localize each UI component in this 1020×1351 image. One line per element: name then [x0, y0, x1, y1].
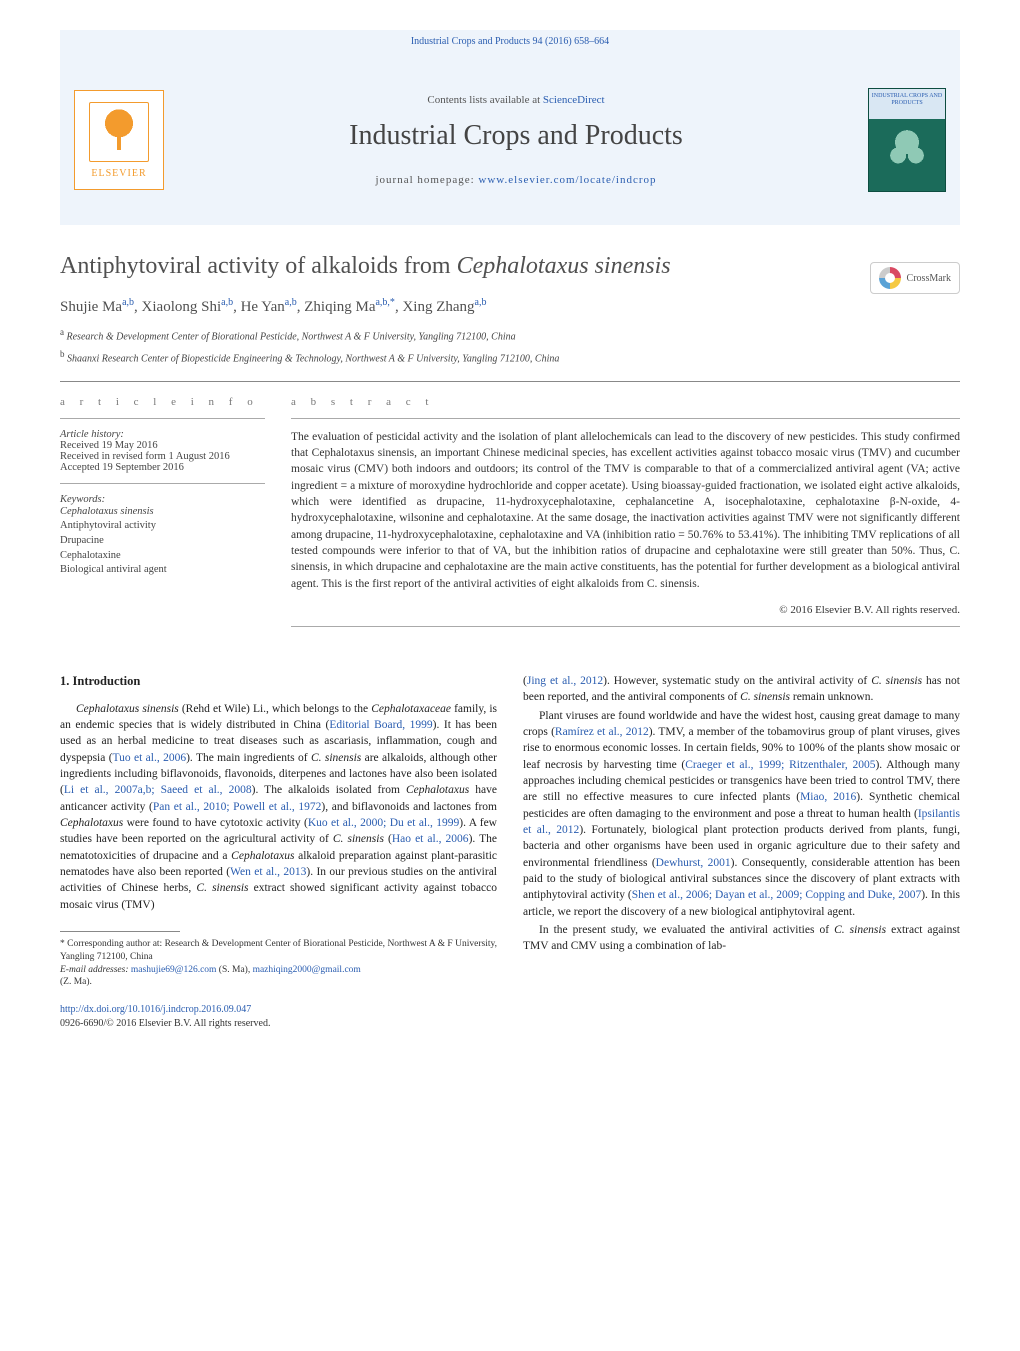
history-line: Received in revised form 1 August 2016: [60, 451, 265, 462]
keyword: Cephalotaxine: [60, 549, 265, 564]
citation-link[interactable]: Jing et al., 2012: [527, 675, 603, 687]
citation-link[interactable]: Tuo et al., 2006: [113, 752, 187, 764]
article-history-title: Article history:: [60, 429, 265, 440]
abstract-heading: a b s t r a c t: [291, 396, 960, 408]
crossmark-icon: [879, 267, 901, 289]
footnote-divider: [60, 931, 180, 932]
crossmark-container: CrossMark: [870, 262, 960, 294]
author[interactable]: Zhiqing Maa,b,*: [304, 299, 395, 315]
divider: [60, 381, 960, 382]
issue-citation[interactable]: Industrial Crops and Products 94 (2016) …: [60, 30, 960, 47]
journal-homepage-link[interactable]: www.elsevier.com/locate/indcrop: [478, 174, 656, 186]
keyword: Biological antiviral agent: [60, 563, 265, 578]
divider: [291, 418, 960, 419]
body-column-right: (Jing et al., 2012). However, systematic…: [523, 673, 960, 989]
affiliation: b Shaanxi Research Center of Biopesticid…: [60, 348, 960, 366]
journal-cover-art-icon: [885, 129, 929, 173]
history-line: Received 19 May 2016: [60, 440, 265, 451]
email-link[interactable]: mashujie69@126.com: [131, 965, 217, 975]
history-line: Accepted 19 September 2016: [60, 462, 265, 473]
affiliation: a Research & Development Center of Biora…: [60, 326, 960, 344]
contents-available-line: Contents lists available at ScienceDirec…: [164, 94, 868, 106]
elsevier-label: ELSEVIER: [91, 168, 146, 179]
body-column-left: 1. Introduction Cephalotaxus sinensis (R…: [60, 673, 497, 989]
citation-link[interactable]: Craeger et al., 1999; Ritzenthaler, 2005: [685, 759, 875, 771]
divider: [60, 418, 265, 419]
citation-link[interactable]: Hao et al., 2006: [392, 833, 469, 845]
journal-title: Industrial Crops and Products: [164, 120, 868, 152]
author[interactable]: Shujie Maa,b: [60, 299, 134, 315]
elsevier-tree-icon: [89, 102, 149, 162]
citation-link[interactable]: Wen et al., 2013: [230, 866, 306, 878]
journal-header: Industrial Crops and Products 94 (2016) …: [60, 30, 960, 225]
doi-link[interactable]: http://dx.doi.org/10.1016/j.indcrop.2016…: [60, 1003, 960, 1017]
issn-copyright: 0926-6690/© 2016 Elsevier B.V. All right…: [60, 1017, 960, 1031]
abstract-column: a b s t r a c t The evaluation of pestic…: [291, 396, 960, 637]
corresponding-author-note: * Corresponding author at: Research & De…: [60, 938, 497, 964]
crossmark-badge[interactable]: CrossMark: [870, 262, 960, 294]
sciencedirect-link[interactable]: ScienceDirect: [543, 94, 605, 106]
page-footer: http://dx.doi.org/10.1016/j.indcrop.2016…: [60, 1003, 960, 1030]
author[interactable]: Xing Zhanga,b: [402, 299, 486, 315]
contents-prefix: Contents lists available at: [427, 94, 542, 106]
divider: [291, 626, 960, 627]
citation-link[interactable]: Pan et al., 2010; Powell et al., 1972: [153, 801, 322, 813]
keyword: Drupacine: [60, 534, 265, 549]
citation-link[interactable]: Editorial Board, 1999: [329, 719, 432, 731]
email-link[interactable]: mazhiqing2000@gmail.com: [253, 965, 361, 975]
journal-cover-title: INDUSTRIAL CROPS AND PRODUCTS: [869, 89, 945, 119]
body-paragraph: Cephalotaxus sinensis (Rehd et Wile) Li.…: [60, 701, 497, 913]
elsevier-logo[interactable]: ELSEVIER: [74, 90, 164, 190]
author-list: Shujie Maa,b, Xiaolong Shia,b, He Yana,b…: [60, 297, 960, 316]
author[interactable]: Xiaolong Shia,b: [142, 299, 234, 315]
keyword: Antiphytoviral activity: [60, 519, 265, 534]
article-title: Antiphytoviral activity of alkaloids fro…: [60, 251, 960, 281]
citation-link[interactable]: Kuo et al., 2000; Du et al., 1999: [308, 817, 459, 829]
citation-link[interactable]: Ramírez et al., 2012: [555, 726, 649, 738]
email-who: (Z. Ma).: [60, 976, 497, 989]
author[interactable]: He Yana,b: [241, 299, 297, 315]
citation-link[interactable]: Shen et al., 2006; Dayan et al., 2009; C…: [632, 889, 921, 901]
header-row: ELSEVIER Contents lists available at Sci…: [60, 47, 960, 227]
keyword: Cephalotaxus sinensis: [60, 505, 265, 520]
crossmark-label: CrossMark: [907, 273, 951, 284]
citation-link[interactable]: Ipsilantis et al., 2012: [523, 808, 960, 836]
body-paragraph: In the present study, we evaluated the a…: [523, 922, 960, 955]
abstract-copyright: © 2016 Elsevier B.V. All rights reserved…: [291, 604, 960, 616]
citation-link[interactable]: Dewhurst, 2001: [656, 857, 731, 869]
article-title-species: Cephalotaxus sinensis: [457, 253, 671, 279]
body-paragraph: Plant viruses are found worldwide and ha…: [523, 708, 960, 920]
article-info-sidebar: a r t i c l e i n f o Article history: R…: [60, 396, 265, 637]
email-line: E-mail addresses: mashujie69@126.com (S.…: [60, 964, 497, 977]
body-paragraph: (Jing et al., 2012). However, systematic…: [523, 673, 960, 706]
section-heading: 1. Introduction: [60, 673, 497, 691]
journal-homepage-line: journal homepage: www.elsevier.com/locat…: [164, 174, 868, 186]
article-info-heading: a r t i c l e i n f o: [60, 396, 265, 408]
keywords-list: Cephalotaxus sinensis Antiphytoviral act…: [60, 505, 265, 578]
citation-link[interactable]: Miao, 2016: [800, 791, 856, 803]
footnotes: * Corresponding author at: Research & De…: [60, 938, 497, 989]
keywords-title: Keywords:: [60, 494, 265, 505]
abstract-text: The evaluation of pesticidal activity an…: [291, 429, 960, 592]
homepage-prefix: journal homepage:: [375, 174, 478, 186]
header-center: Contents lists available at ScienceDirec…: [164, 94, 868, 186]
citation-link[interactable]: Li et al., 2007a,b; Saeed et al., 2008: [64, 784, 252, 796]
article-title-main: Antiphytoviral activity of alkaloids fro…: [60, 253, 457, 279]
divider: [60, 483, 265, 484]
journal-cover-thumbnail[interactable]: INDUSTRIAL CROPS AND PRODUCTS: [868, 88, 946, 192]
